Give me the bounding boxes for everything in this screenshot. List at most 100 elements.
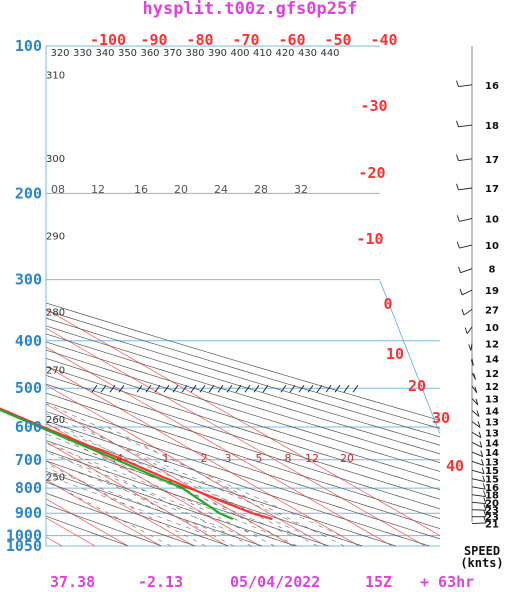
wind-barb (463, 308, 473, 316)
isotherm-line (45, 479, 162, 547)
theta-label: 430 (298, 48, 317, 59)
theta-label: 310 (46, 71, 65, 82)
mixing-ratio-label: 16 (134, 183, 148, 196)
right-temperature-label: 20 (408, 377, 426, 395)
wind-barb-flag (483, 510, 487, 517)
moist-adiabat-line (46, 403, 342, 536)
right-temperature-label: 40 (446, 457, 464, 475)
theta-label: 370 (163, 48, 182, 59)
wind-speed-label: 18 (485, 491, 499, 502)
wind-speed-label: 16 (485, 483, 499, 494)
right-temperature-label: 30 (432, 409, 450, 427)
wind-speed-label: 13 (485, 418, 499, 429)
dry-adiabat-lines (46, 302, 440, 546)
wind-speed-label: 15 (485, 466, 499, 477)
wind-barb (471, 441, 483, 448)
mixing-ratio-label: .4 (113, 452, 124, 465)
wind-barb (459, 244, 473, 249)
tropopause-tick (172, 384, 179, 393)
wind-barb-flag (459, 288, 463, 296)
moist-adiabat-line (46, 451, 259, 536)
dry-adiabat-line (46, 492, 196, 546)
wind-barb (471, 421, 481, 428)
temperature-profile-line (0, 407, 273, 521)
dry-adiabat-line (46, 366, 440, 491)
wind-barb-flag (456, 120, 459, 127)
isotherm-line (45, 536, 63, 547)
top-temperature-label: -100 (90, 31, 126, 49)
tropopause-tick (154, 384, 161, 393)
theta-label: 250 (46, 472, 65, 483)
pressure-tick-label: 400 (15, 332, 42, 350)
dry-adiabat-line (46, 333, 440, 455)
wind-barb (471, 478, 485, 483)
tropopause-tick (334, 384, 341, 393)
speed-unit-label: (knts) (460, 556, 503, 570)
dry-adiabat-line (46, 383, 440, 510)
wind-speed-label: 16 (485, 81, 499, 92)
footer-date: 05/04/2022 (230, 573, 320, 591)
right-temperature-label: -20 (358, 164, 385, 182)
top-temperature-label: -50 (324, 31, 351, 49)
dry-adiabat-line (46, 375, 440, 500)
wind-speed-label: 10 (485, 323, 499, 334)
theta-label: 300 (46, 154, 65, 165)
theta-label: 320 (50, 48, 69, 59)
wind-speed-label: 14 (485, 406, 499, 417)
pressure-tick-label: 300 (15, 271, 42, 289)
wind-barb-flag (456, 80, 459, 87)
wind-barb-flag (476, 410, 480, 417)
tropopause-tick (199, 384, 206, 393)
theta-label: 330 (73, 48, 92, 59)
tropopause-tick (298, 384, 305, 393)
tropopause-marker (91, 384, 359, 393)
dry-adiabat-line (46, 302, 440, 421)
wind-barb (471, 451, 483, 457)
axis-labels: 10020030040050060070080090010001050-100-… (6, 31, 464, 555)
wind-barb (471, 494, 486, 497)
wind-barb-flag (464, 327, 468, 334)
wind-barb (466, 326, 473, 334)
right-temperature-label: -30 (360, 97, 387, 115)
wind-speed-label: 23 (485, 513, 499, 524)
isotherm-line (45, 308, 441, 537)
theta-label: 270 (46, 366, 65, 377)
tropopause-tick (163, 384, 170, 393)
tropopause-tick (235, 384, 242, 393)
wind-barb (471, 398, 479, 406)
dry-adiabat-line (46, 411, 440, 540)
mixing-ratio-line (46, 462, 206, 546)
isotherm-line (45, 403, 294, 547)
dry-adiabat-line (46, 392, 440, 520)
pressure-tick-label: 1000 (6, 527, 42, 545)
wind-speed-label: 15 (485, 475, 499, 486)
pressure-tick-label: 100 (15, 37, 42, 55)
top-temperature-label: -80 (186, 31, 213, 49)
wind-barb-flag (482, 475, 486, 482)
tropopause-tick (289, 384, 296, 393)
wind-barb-flag (481, 459, 484, 466)
theta-label: 390 (208, 48, 227, 59)
chart-title: hysplit.t00z.gfs0p25f (143, 0, 358, 19)
mixing-ratio-lines (46, 426, 345, 546)
tropopause-tick (307, 384, 314, 393)
wind-speed-label: 10 (485, 214, 499, 225)
mixing-ratio-label: 28 (254, 183, 268, 196)
wind-barb (471, 431, 482, 439)
tropopause-tick (352, 384, 359, 393)
footer-hour: 15Z (365, 573, 392, 591)
theta-label: 350 (118, 48, 137, 59)
mixing-ratio-label: 3 (225, 452, 232, 465)
wind-speed-label: 17 (485, 155, 499, 166)
dry-adiabat-line (46, 325, 440, 446)
mixing-ratio-label: 5 (256, 452, 263, 465)
wind-barb (471, 410, 480, 417)
isotherm-line (45, 365, 360, 547)
speed-label: SPEED (464, 544, 500, 558)
tropopause-tick (91, 384, 98, 393)
tropopause-tick (280, 384, 287, 393)
tropopause-tick (325, 384, 332, 393)
wind-speed-label: 10 (485, 241, 499, 252)
dry-adiabat-line (46, 357, 440, 481)
